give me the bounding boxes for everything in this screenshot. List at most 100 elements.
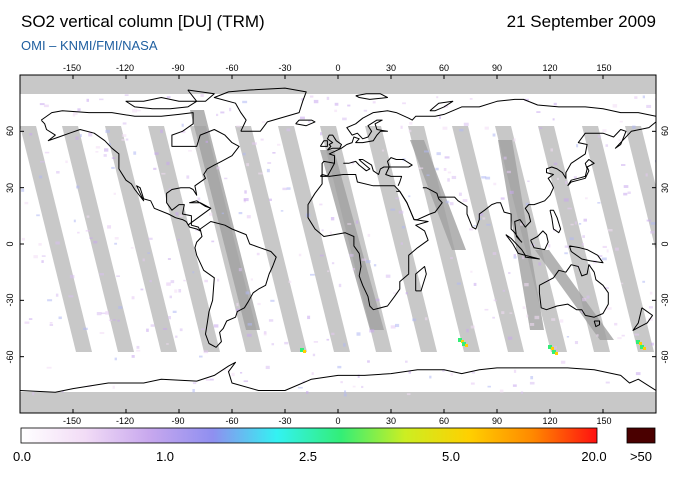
polar-no-data [20,75,656,413]
noise-speck [436,152,441,156]
lat-tick-right: 30 [660,182,670,194]
noise-speck [288,280,292,284]
noise-speck [579,223,582,225]
orbit-gap-swath [538,126,610,352]
orbit-gap-swath-land [498,140,544,330]
noise-speck [550,148,554,152]
noise-speck [401,225,405,229]
coastline [568,245,604,264]
noise-speck [100,312,106,315]
noise-speck [238,212,243,215]
noise-speck [560,360,566,364]
orbit-gap-swath [105,126,177,352]
noise-speck [32,392,35,396]
noise-speck [439,116,442,119]
high-value-speck [300,348,304,352]
high-value-speck [639,342,642,345]
lon-tick-top: 60 [438,63,450,73]
noise-speck [24,321,30,324]
noise-speck [342,117,347,121]
noise-speck [321,229,324,232]
noise-speck [21,188,25,192]
map-date: 21 September 2009 [506,12,656,31]
noise-speck [136,345,140,349]
noise-speck [361,385,364,389]
noise-speck [582,235,586,238]
noise-speck [319,254,324,257]
noise-speck [334,109,338,113]
noise-speck [529,323,535,326]
map-title: SO2 vertical column [DU] (TRM) [21,12,265,31]
noise-speck [167,258,171,260]
noise-speck [269,198,272,201]
lat-tick-left: -60 [5,350,15,364]
noise-speck [471,371,476,374]
noise-speck [548,244,551,248]
noise-speck [308,120,311,123]
noise-speck [265,365,270,370]
high-value-speck [555,352,558,355]
coastline [213,87,307,132]
noise-speck [493,182,497,186]
noise-speck [426,174,430,177]
orbit-gap-swath [278,126,350,352]
noise-speck [466,328,469,333]
noise-speck [493,299,497,302]
noise-speck [436,96,439,99]
high-value-speck [462,342,466,346]
noise-speck [408,370,412,374]
noise-speck [648,306,653,309]
noise-speck [302,380,306,384]
orbit-gap-swath [452,126,524,352]
noise-speck [526,314,529,318]
noise-speck [352,268,355,271]
noise-speck [114,237,119,240]
noise-speck [105,311,109,315]
noise-speck [40,161,45,163]
noise-speck [334,102,339,106]
noise-speck [429,375,432,379]
noise-speck [197,197,201,201]
noise-speck [175,212,179,216]
noise-speck [205,140,209,143]
noise-speck [469,98,473,100]
noise-speck [395,323,400,328]
lon-tick-top: 30 [385,63,397,73]
noise-speck [242,100,248,104]
noise-speck [95,151,99,153]
noise-speck [114,357,117,361]
coastline [40,110,240,232]
noise-speck [192,389,195,393]
noise-speck [553,162,558,166]
noise-speck [96,312,102,316]
lat-tick-left: 0 [5,241,15,247]
noise-speck [340,381,343,384]
north-polar-band [20,75,656,94]
noise-speck [582,297,587,302]
noise-speck [111,166,115,169]
coastline [429,100,454,112]
noise-speck [113,192,116,195]
noise-speck [149,280,152,283]
noise-speck [243,198,249,202]
noise-speck [352,385,356,388]
noise-speck [183,279,186,282]
noise-speck [492,252,497,255]
noise-speck [365,260,371,264]
coastlines [20,87,656,393]
noise-speck [583,218,587,222]
coastline [567,159,595,187]
high-value-speck [636,340,640,344]
noise-speck [277,143,281,146]
noise-speck [77,108,81,112]
noise-speck [424,317,428,321]
noise-speck [424,150,429,153]
noise-speck [508,272,511,275]
noise-speck [565,180,568,185]
lon-tick-top: 90 [491,63,503,73]
noise-speck [266,168,270,173]
noise-speck [247,323,252,326]
noise-speck [99,332,105,335]
noise-speck [39,103,45,106]
high-value-speck [303,350,306,353]
